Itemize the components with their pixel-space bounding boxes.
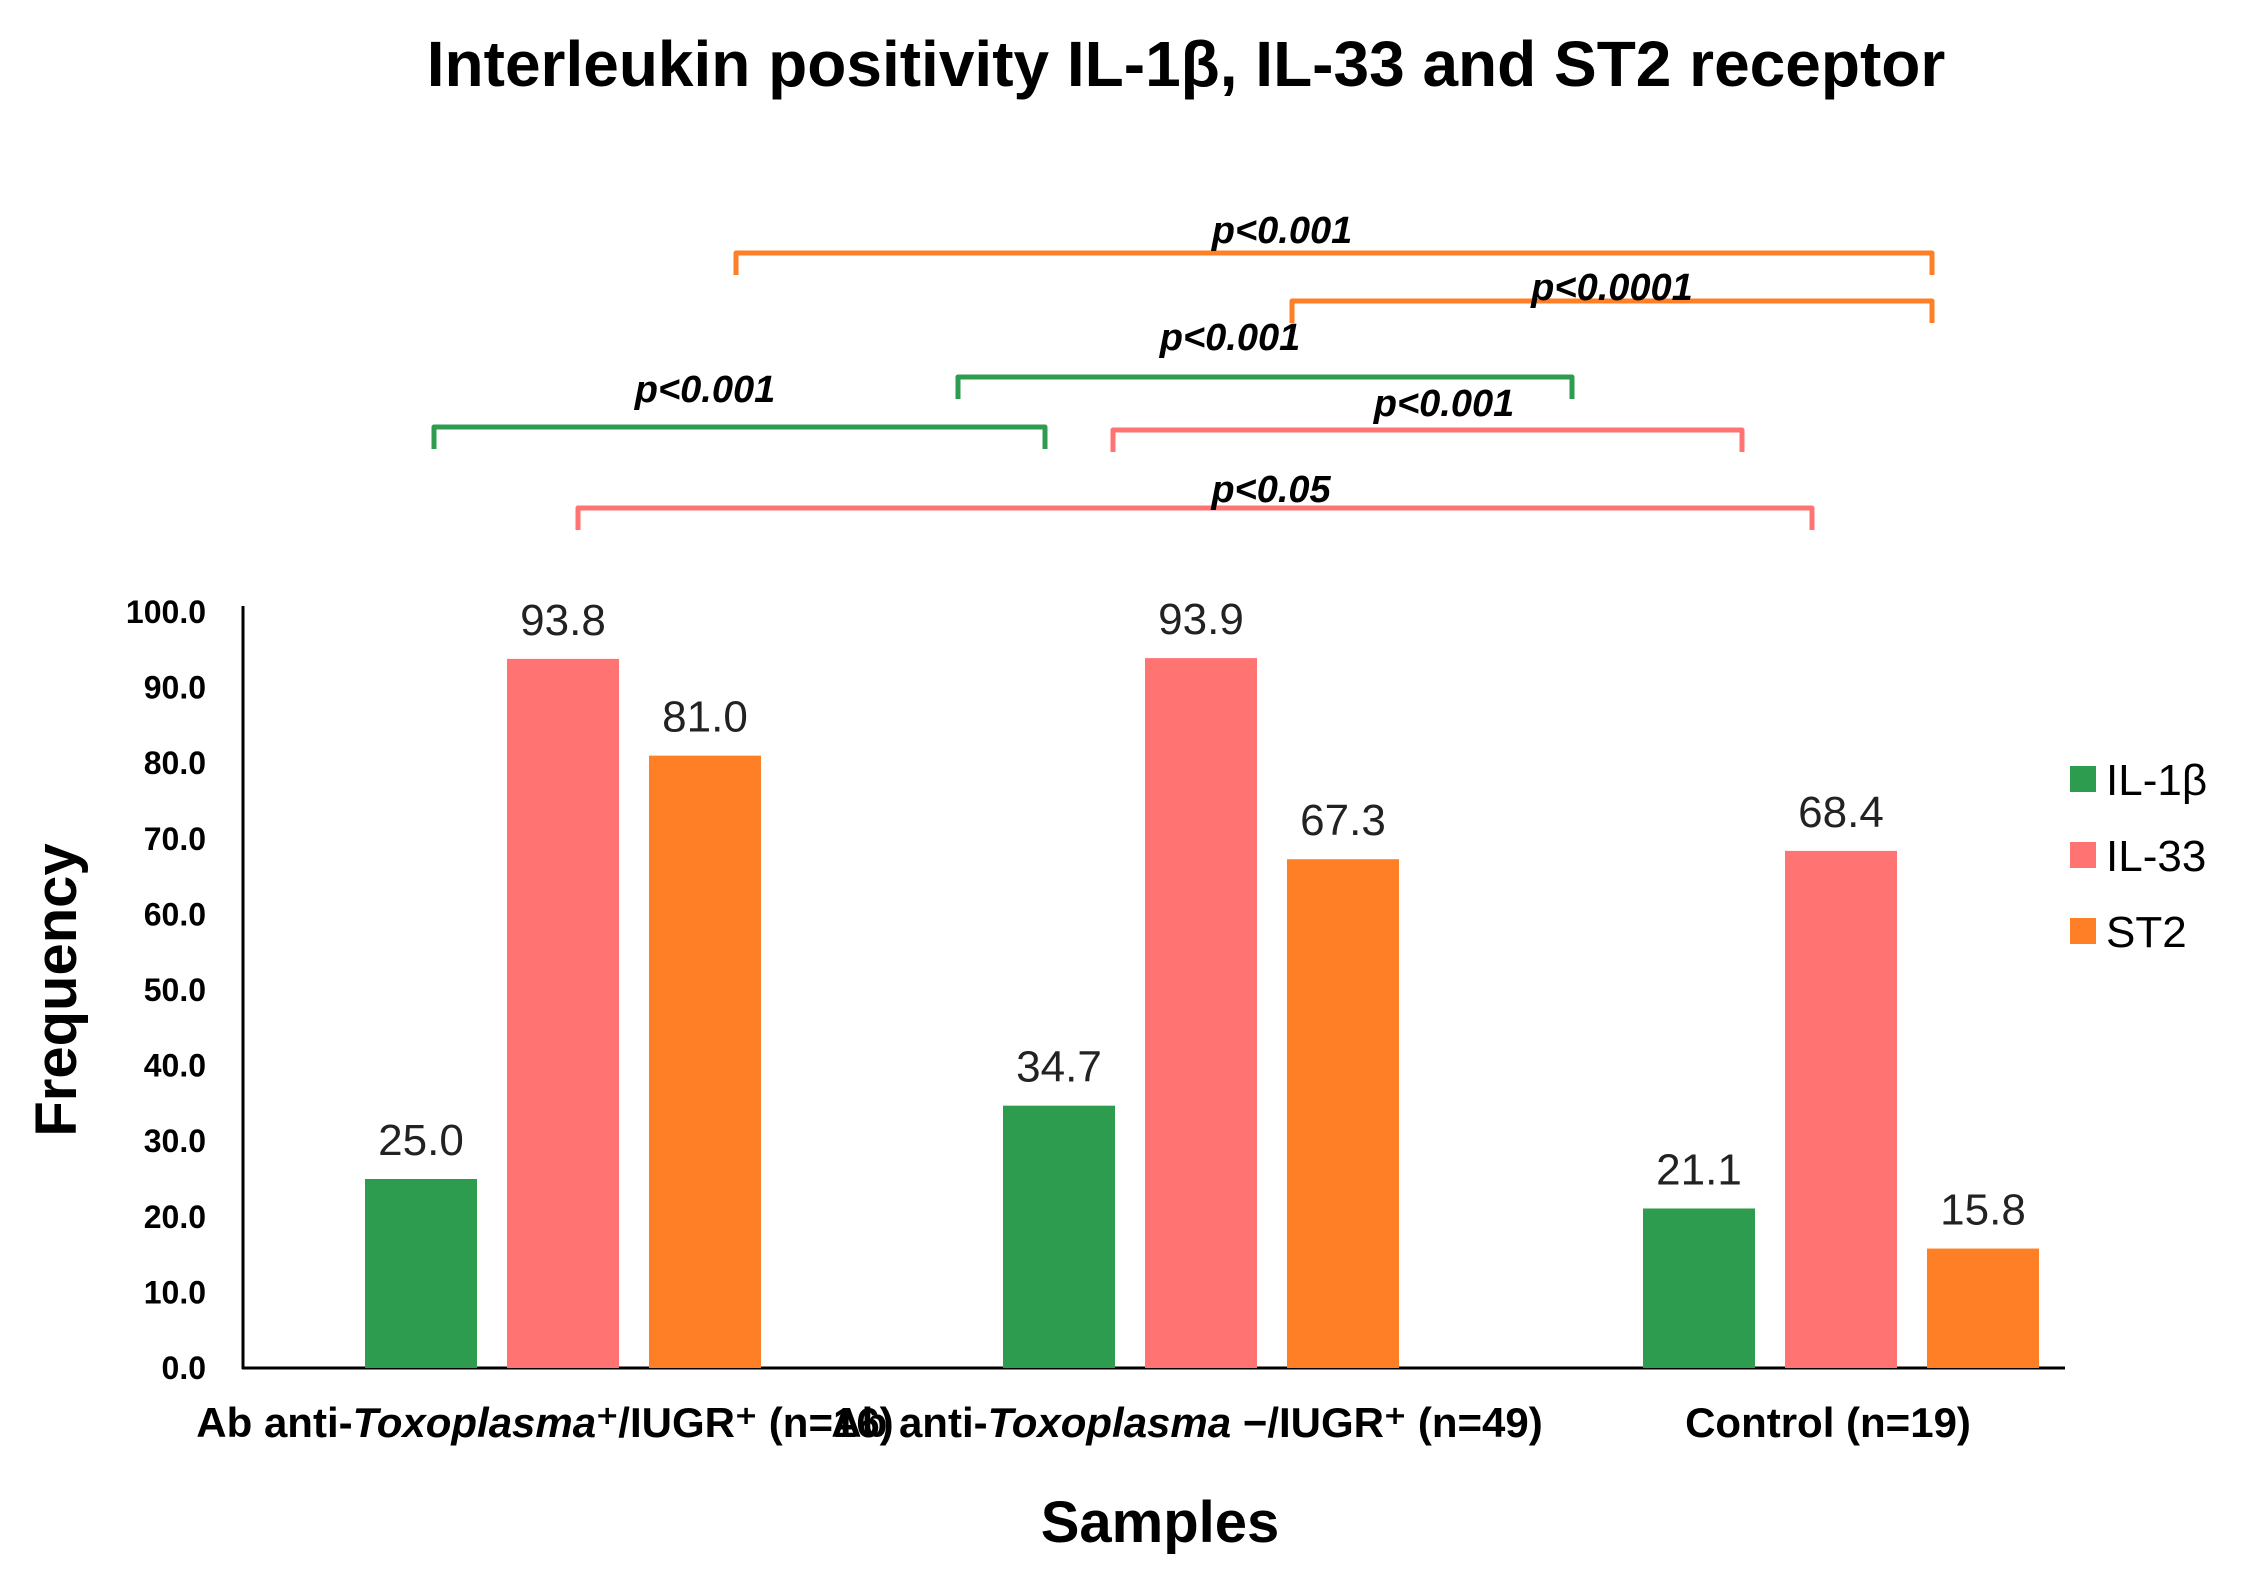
legend-swatch (2070, 918, 2096, 944)
p-value-label: p<0.0001 (1530, 267, 1693, 309)
data-label: 68.4 (1798, 788, 1884, 837)
legend-label: ST2 (2106, 908, 2187, 957)
x-tick-label: Control (n=19) (1685, 1399, 1971, 1446)
value-labels: 25.0 34.7 21.1 93.8 93.9 68.4 81.0 67.3 15.8 (378, 595, 2026, 1234)
y-tick-label: 90.0 (144, 670, 206, 706)
significance-bracket (431, 424, 1048, 449)
x-tick-label: Ab anti-Toxoplasma −/IUGR⁺ (n=49) (831, 1399, 1542, 1446)
bar-IL-1β-1 (1003, 1105, 1115, 1368)
legend-label: IL-1β (2106, 756, 2207, 805)
y-tick-label: 30.0 (144, 1123, 206, 1159)
bar-IL-1β-0 (365, 1179, 477, 1368)
data-label: 25.0 (378, 1116, 464, 1165)
legend: IL-1β IL-33 ST2 (2070, 756, 2207, 957)
significance-bracket (955, 374, 1575, 399)
bar-IL-33-2 (1785, 850, 1897, 1368)
bar-ST2-0 (649, 755, 761, 1368)
y-tick-label: 40.0 (144, 1048, 206, 1084)
y-tick-label: 100.0 (126, 594, 206, 630)
bar-IL-33-0 (507, 658, 619, 1368)
bar-ST2-2 (1927, 1248, 2039, 1368)
y-tick-label: 50.0 (144, 972, 206, 1008)
y-tick-label: 10.0 (144, 1274, 206, 1310)
y-tick-label: 60.0 (144, 896, 206, 932)
p-value-label: p<0.001 (1159, 317, 1301, 359)
data-label: 81.0 (662, 693, 748, 742)
legend-label: IL-33 (2106, 832, 2206, 881)
category-labels: Ab anti-Toxoplasma⁺/IUGR⁺ (n=16)Ab anti-… (196, 1399, 1971, 1446)
data-label: 34.7 (1016, 1043, 1102, 1092)
bar-ST2-1 (1287, 859, 1399, 1368)
y-tick-label: 0.0 (162, 1350, 206, 1386)
p-value-label: p<0.001 (1373, 383, 1515, 425)
data-label: 67.3 (1300, 796, 1386, 845)
data-label: 93.9 (1158, 595, 1244, 644)
p-value-label: p<0.05 (1210, 469, 1331, 511)
data-label: 15.8 (1940, 1186, 2026, 1235)
legend-swatch (2070, 842, 2096, 868)
significance-brackets: p<0.001 p<0.0001 p<0.001 p<0.001 p<0.001 p<0.… (431, 210, 1935, 530)
y-tick-label: 20.0 (144, 1199, 206, 1235)
x-tick-label: Ab anti-Toxoplasma⁺/IUGR⁺ (n=16) (196, 1399, 893, 1446)
bar-IL-33-1 (1145, 658, 1257, 1368)
y-tick-label: 80.0 (144, 745, 206, 781)
significance-bracket (733, 250, 1935, 275)
axes: 0.0 10.0 20.0 30.0 40.0 50.0 60.0 70.0 80.0 90.0 1… (126, 594, 2065, 1386)
bar-IL-1β-2 (1643, 1208, 1755, 1368)
significance-bracket (575, 505, 1815, 530)
significance-bracket (1289, 298, 1935, 323)
p-value-label: p<0.001 (634, 369, 776, 411)
p-value-label: p<0.001 (1211, 210, 1353, 252)
chart-title: Interleukin positivity IL-1β, IL-33 and … (427, 28, 1946, 100)
x-axis-label: Samples (1041, 1490, 1280, 1555)
data-label: 21.1 (1656, 1145, 1742, 1194)
legend-swatch (2070, 766, 2096, 792)
bars (365, 658, 2039, 1368)
y-tick-label: 70.0 (144, 821, 206, 857)
significance-bracket (1110, 427, 1745, 452)
data-label: 93.8 (520, 596, 606, 645)
y-axis-label: Frequency (24, 843, 89, 1136)
